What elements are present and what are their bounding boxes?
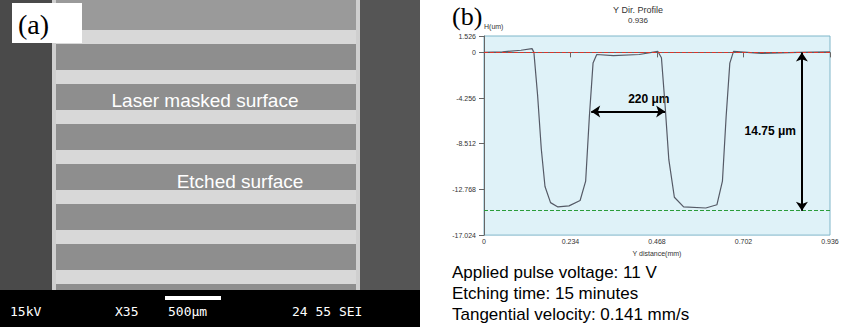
svg-text:-4.256: -4.256 [456,95,476,102]
svg-text:(a): (a) [18,9,49,40]
html-text:(b): (b) [452,2,483,31]
svg-text:Y Dir. Profile: Y Dir. Profile [613,5,663,15]
svg-text:0.234: 0.234 [562,238,580,245]
svg-text:15kV: 15kV [10,304,41,319]
svg-text:Laser masked surface: Laser masked surface [112,90,299,111]
html-text:Applied pulse voltage: 11 V: Applied pulse voltage: 11 V [452,263,657,282]
svg-text:-12.768: -12.768 [452,186,476,193]
svg-text:0.936: 0.936 [628,16,649,25]
svg-text:24 55 SEI: 24 55 SEI [292,304,362,319]
svg-text:500μm: 500μm [168,304,207,319]
svg-text:220 μm: 220 μm [628,92,669,106]
svg-text:-8.512: -8.512 [456,140,476,147]
svg-text:H(um): H(um) [484,23,503,31]
svg-text:-17.024: -17.024 [452,232,476,239]
svg-text:X35: X35 [115,304,138,319]
html-text:Tangential velocity: 0.141 mm/: Tangential velocity: 0.141 mm/s [452,305,690,324]
svg-text:14.75 μm: 14.75 μm [745,124,796,138]
svg-text:0.468: 0.468 [648,238,666,245]
html-text:Etching time: 15 minutes: Etching time: 15 minutes [452,284,639,303]
svg-text:Etched surface: Etched surface [177,171,304,192]
svg-text:0.702: 0.702 [735,238,753,245]
svg-text:0.936: 0.936 [821,238,839,245]
svg-text:0: 0 [482,238,486,245]
svg-text:Y distance(mm): Y distance(mm) [633,250,682,258]
svg-text:0: 0 [472,49,476,56]
svg-text:1.526: 1.526 [458,33,476,40]
